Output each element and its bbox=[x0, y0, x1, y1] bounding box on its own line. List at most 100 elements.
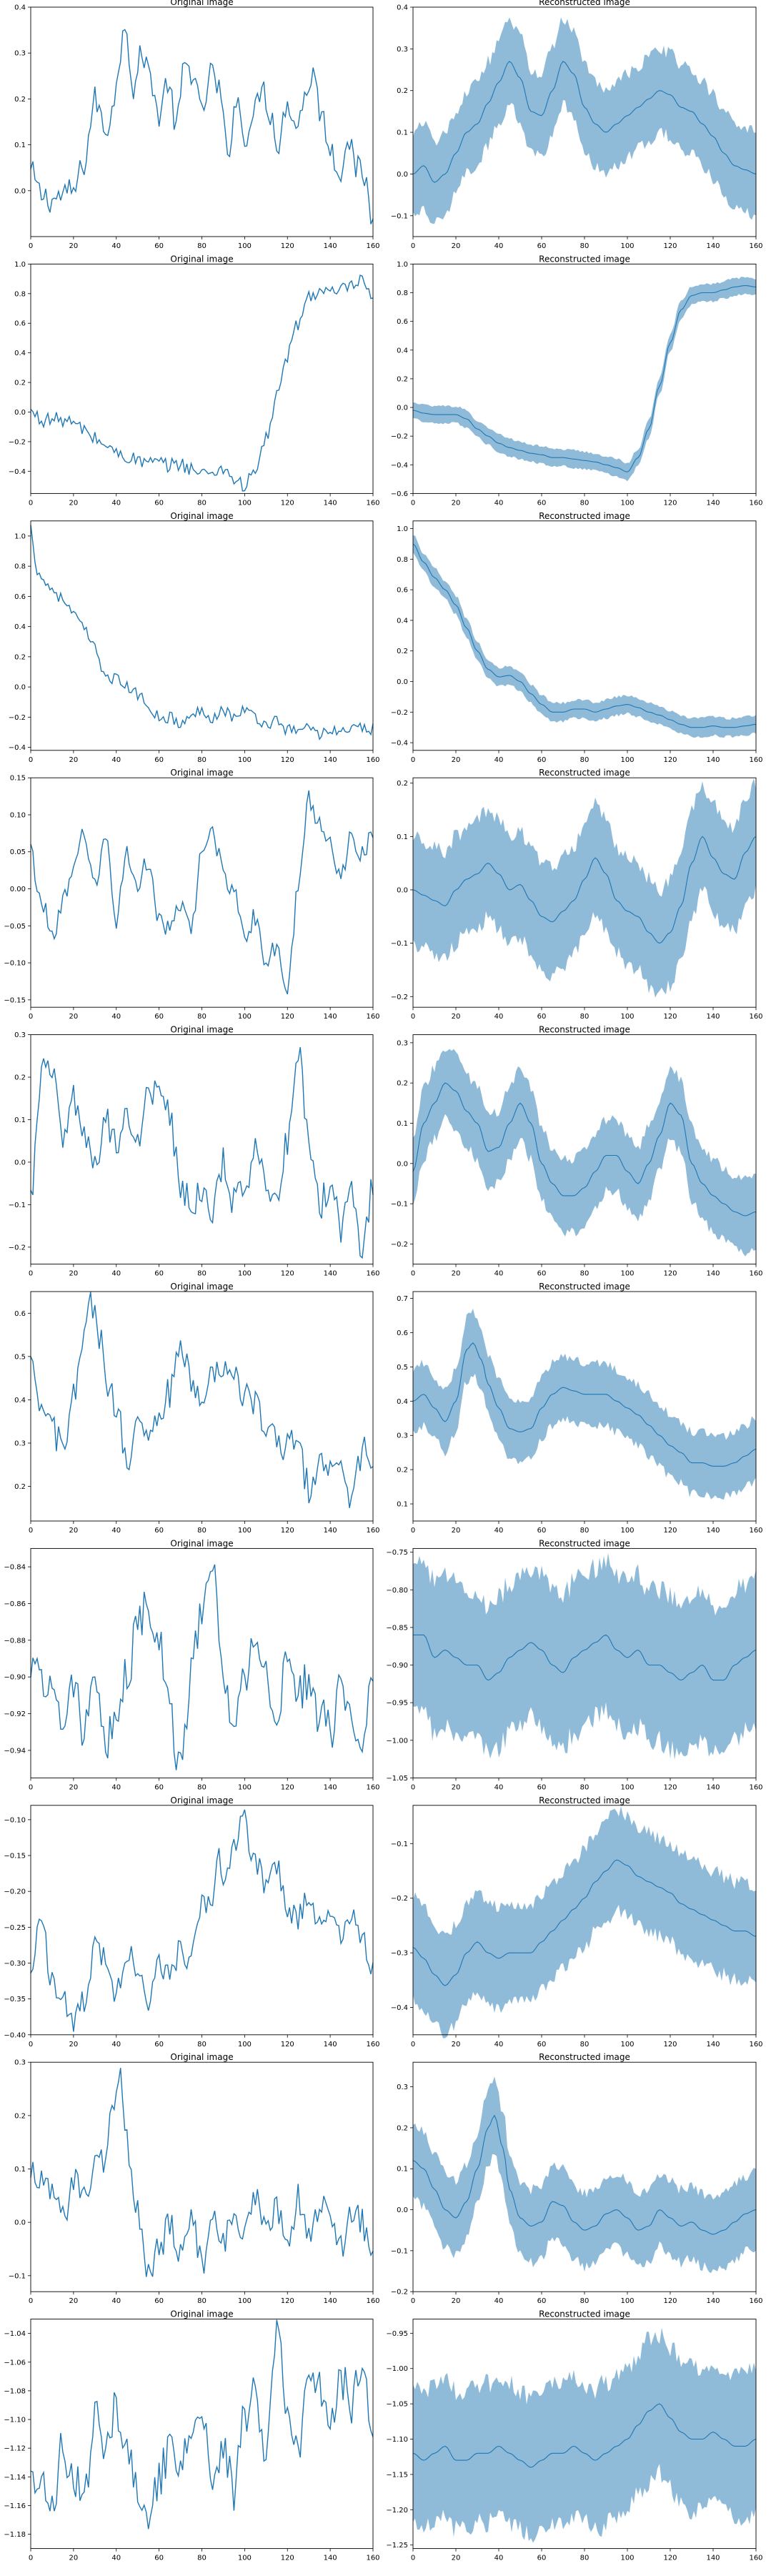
x-tick-label: 0 bbox=[29, 2555, 33, 2562]
x-tick-label: 80 bbox=[197, 2555, 207, 2562]
x-tick-label: 120 bbox=[281, 1783, 294, 1791]
x-tick-label: 40 bbox=[494, 1013, 504, 1021]
x-tick-label: 120 bbox=[663, 2041, 677, 2049]
x-tick-label: 20 bbox=[452, 2555, 461, 2562]
panel-title: Reconstructed image bbox=[539, 1282, 630, 1292]
uncertainty-band bbox=[413, 535, 756, 738]
x-tick-label: 20 bbox=[452, 2297, 461, 2305]
x-tick-label: 40 bbox=[494, 1270, 504, 1278]
x-tick-label: 60 bbox=[537, 1527, 547, 1535]
x-tick-label: 140 bbox=[324, 1013, 337, 1021]
y-tick-label: −1.10 bbox=[4, 2417, 26, 2424]
x-tick-label: 140 bbox=[324, 2297, 337, 2305]
series-line bbox=[30, 790, 374, 995]
panel-title: Original image bbox=[170, 2052, 233, 2062]
x-tick-label: 160 bbox=[749, 1013, 762, 1021]
y-tick-label: 0.1 bbox=[397, 1120, 408, 1128]
panel-title: Original image bbox=[170, 1025, 233, 1035]
y-tick-label: 0.1 bbox=[14, 2166, 26, 2174]
x-tick-label: 160 bbox=[366, 2041, 379, 2049]
y-tick-label: 0.2 bbox=[14, 2112, 26, 2120]
reconstructed-panel-1: Reconstructed image 0 20 40 60 80 100 120 140 160… bbox=[391, 0, 763, 250]
x-tick-label: 160 bbox=[749, 2555, 762, 2562]
y-tick-label: −1.15 bbox=[386, 2471, 408, 2479]
y-tick-label: −0.35 bbox=[4, 1996, 26, 2003]
x-tick-label: 20 bbox=[69, 242, 79, 250]
y-tick-label: −0.05 bbox=[4, 923, 26, 931]
y-tick-label: −0.1 bbox=[391, 212, 408, 220]
x-tick-label: 100 bbox=[238, 242, 252, 250]
y-tick-label: 0.3 bbox=[397, 46, 408, 54]
y-tick-label: 0.2 bbox=[397, 1467, 408, 1475]
x-tick-label: 140 bbox=[324, 2555, 337, 2562]
original-panel-3: Original image 0 20 40 60 80 100 120 140 160 −0.4 −… bbox=[9, 511, 380, 764]
x-tick-label: 60 bbox=[537, 499, 547, 507]
x-tick-label: 40 bbox=[111, 2555, 121, 2562]
x-tick-label: 140 bbox=[324, 756, 337, 764]
reconstructed-panel-7: Reconstructed image 0 20 40 60 80 100 120 140 160… bbox=[386, 1538, 762, 1791]
x-tick-label: 140 bbox=[706, 242, 720, 250]
panel-title: Reconstructed image bbox=[539, 1795, 630, 1805]
x-tick-label: 140 bbox=[324, 1270, 337, 1278]
y-tick-label: 1.0 bbox=[14, 532, 26, 540]
y-tick-label: 0.2 bbox=[14, 653, 26, 661]
y-tick-label: −1.05 bbox=[386, 2401, 408, 2409]
x-tick-label: 40 bbox=[111, 1783, 121, 1791]
reconstructed-panel-2: Reconstructed image 0 20 40 60 80 100 120 140 160… bbox=[391, 254, 763, 507]
x-tick-label: 20 bbox=[69, 499, 79, 507]
x-tick-label: 120 bbox=[281, 1270, 294, 1278]
x-tick-label: 60 bbox=[537, 242, 547, 250]
x-tick-label: 100 bbox=[620, 1270, 634, 1278]
x-tick-label: 20 bbox=[452, 1783, 461, 1791]
panel-title: Original image bbox=[170, 1282, 233, 1292]
x-tick-label: 20 bbox=[452, 756, 461, 764]
x-tick-label: 40 bbox=[494, 1783, 504, 1791]
series-line bbox=[412, 543, 757, 728]
x-tick-label: 120 bbox=[281, 1527, 294, 1535]
y-tick-label: −0.2 bbox=[391, 709, 408, 717]
y-tick-label: −0.84 bbox=[4, 1564, 26, 1572]
x-tick-label: 120 bbox=[281, 2041, 294, 2049]
x-tick-label: 60 bbox=[537, 2555, 547, 2562]
x-tick-label: 0 bbox=[29, 1783, 33, 1791]
y-tick-label: 0.2 bbox=[397, 2124, 408, 2132]
x-tick-label: 60 bbox=[537, 756, 547, 764]
y-tick-label: 0.0 bbox=[14, 2219, 26, 2227]
y-tick-label: −1.00 bbox=[386, 2365, 408, 2373]
x-tick-label: 60 bbox=[154, 1783, 164, 1791]
x-tick-label: 0 bbox=[411, 2555, 415, 2562]
y-tick-label: −0.88 bbox=[4, 1637, 26, 1645]
x-tick-label: 80 bbox=[580, 2555, 590, 2562]
x-tick-label: 0 bbox=[411, 1783, 415, 1791]
uncertainty-band bbox=[413, 2076, 756, 2274]
x-tick-label: 160 bbox=[366, 1527, 379, 1535]
y-tick-label: 0.2 bbox=[397, 87, 408, 95]
y-tick-label: 0.4 bbox=[14, 1397, 26, 1405]
x-tick-label: 20 bbox=[69, 2041, 79, 2049]
x-tick-label: 20 bbox=[452, 242, 461, 250]
x-tick-label: 20 bbox=[69, 756, 79, 764]
x-tick-label: 100 bbox=[620, 242, 634, 250]
x-tick-label: 120 bbox=[281, 499, 294, 507]
x-tick-label: 160 bbox=[366, 1783, 379, 1791]
x-tick-label: 140 bbox=[324, 2041, 337, 2049]
y-tick-label: 0.3 bbox=[397, 2084, 408, 2091]
x-tick-label: 100 bbox=[620, 499, 634, 507]
y-tick-label: −0.92 bbox=[4, 1710, 26, 1718]
y-tick-label: 0.0 bbox=[397, 405, 408, 412]
y-tick-label: −0.2 bbox=[9, 1244, 26, 1252]
panel-title: Reconstructed image bbox=[539, 0, 630, 7]
axes-frame bbox=[30, 777, 374, 1008]
panel-title: Reconstructed image bbox=[539, 254, 630, 264]
y-tick-label: 0.7 bbox=[397, 1295, 408, 1303]
x-tick-label: 0 bbox=[411, 1527, 415, 1535]
x-tick-label: 40 bbox=[111, 2297, 121, 2305]
series-line bbox=[30, 2319, 374, 2530]
x-tick-label: 160 bbox=[366, 1270, 379, 1278]
x-tick-label: 80 bbox=[197, 1013, 207, 1021]
y-tick-label: 0.8 bbox=[397, 289, 408, 297]
y-tick-label: 0.0 bbox=[397, 886, 408, 894]
series-line bbox=[412, 836, 757, 944]
y-tick-label: −0.1 bbox=[9, 1202, 26, 1209]
x-tick-label: 0 bbox=[411, 1270, 415, 1278]
